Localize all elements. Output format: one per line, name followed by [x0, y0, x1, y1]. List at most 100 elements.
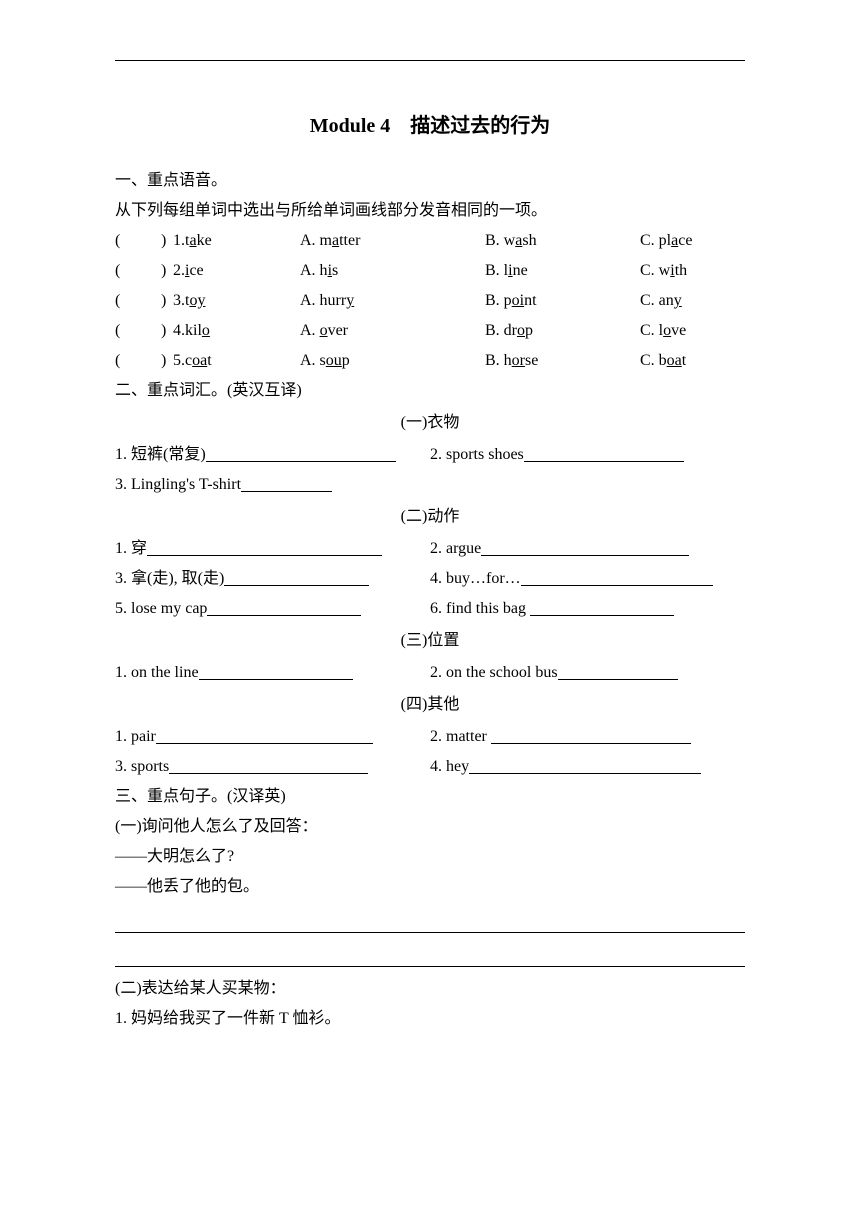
option-b: B. line: [485, 259, 640, 283]
vocab-label: 4. buy…for…: [430, 570, 521, 587]
question-row: ()1.takeA. matterB. washC. place: [115, 229, 745, 253]
s3p2-line1: 1. 妈妈给我买了一件新 T 恤衫。: [115, 1007, 745, 1031]
vocab-label: 1. 穿: [115, 540, 147, 557]
option-a: A. over: [300, 319, 485, 343]
option-a: A. his: [300, 259, 485, 283]
vocab-row: 1. 短裤(常复) 2. sports shoes: [115, 443, 745, 467]
vocab-row: 3. 拿(走), 取(走) 4. buy…for…: [115, 567, 745, 591]
section1-heading: 一、重点语音。: [115, 169, 745, 193]
vocab-label: 3. sports: [115, 758, 169, 775]
option-b: B. point: [485, 289, 640, 313]
page-title: Module 4 描述过去的行为: [115, 111, 745, 141]
blank-line[interactable]: [530, 600, 674, 616]
vocab-right: 2. sports shoes: [430, 443, 745, 467]
option-a: A. matter: [300, 229, 485, 253]
answer-paren[interactable]: () 3.: [115, 289, 185, 313]
blank-line[interactable]: [481, 540, 689, 556]
answer-paren[interactable]: ()1.: [115, 229, 185, 253]
s3p1-line1: ——大明怎么了?: [115, 845, 745, 869]
answer-paren[interactable]: () 4.: [115, 319, 185, 343]
vocab-left: 3. 拿(走), 取(走): [115, 567, 430, 591]
s3p1-line2: ——他丢了他的包。: [115, 875, 745, 899]
option-b: B. wash: [485, 229, 640, 253]
blank-line[interactable]: [207, 600, 361, 616]
blank-line[interactable]: [491, 728, 691, 744]
vocab-right: 4. hey: [430, 755, 745, 779]
blank-line[interactable]: [469, 758, 701, 774]
vocab-row: 5. lose my cap 6. find this bag: [115, 597, 745, 621]
section1-instruction: 从下列每组单词中选出与所给单词画线部分发音相同的一项。: [115, 199, 745, 223]
question-word: coat: [185, 349, 300, 373]
option-b: B. drop: [485, 319, 640, 343]
blank-line[interactable]: [169, 758, 368, 774]
vocab-row: 3. sports 4. hey: [115, 755, 745, 779]
vocab-label: 2. argue: [430, 540, 481, 557]
vocab-right: 2. on the school bus: [430, 661, 745, 685]
vocab-label: 3. Lingling's T-shirt: [115, 476, 241, 493]
vocab-right: [430, 473, 745, 497]
vocab-left: 5. lose my cap: [115, 597, 430, 621]
vocab-left: 1. 穿: [115, 537, 430, 561]
question-word: ice: [185, 259, 300, 283]
answer-line-2: [115, 943, 745, 967]
vocab-row: 1. 穿 2. argue: [115, 537, 745, 561]
question-row: () 4.kiloA. overB. dropC. love: [115, 319, 745, 343]
option-a: A. soup: [300, 349, 485, 373]
vocab-left: 3. Lingling's T-shirt: [115, 473, 430, 497]
vocab-label: 1. on the line: [115, 664, 199, 681]
vocab-left: 1. on the line: [115, 661, 430, 685]
vocab-right: 4. buy…for…: [430, 567, 745, 591]
blank-line[interactable]: [147, 540, 382, 556]
blank-line[interactable]: [199, 664, 353, 680]
option-c: C. place: [640, 229, 740, 253]
blank-line[interactable]: [521, 570, 713, 586]
option-a: A. hurry: [300, 289, 485, 313]
question-word: toy: [185, 289, 300, 313]
sub4-title: (四)其他: [115, 693, 745, 717]
section3-heading: 三、重点句子。(汉译英): [115, 785, 745, 809]
vocab-label: 4. hey: [430, 758, 469, 775]
blank-line[interactable]: [558, 664, 678, 680]
blank-line[interactable]: [241, 476, 332, 492]
option-c: C. with: [640, 259, 740, 283]
vocab-left: 3. sports: [115, 755, 430, 779]
vocab-label: 5. lose my cap: [115, 600, 207, 617]
answer-line-1: [115, 909, 745, 933]
vocab-left: 1. pair: [115, 725, 430, 749]
question-word: kilo: [185, 319, 300, 343]
vocab-label: 3. 拿(走), 取(走): [115, 570, 224, 587]
vocab-label: 6. find this bag: [430, 600, 530, 617]
question-row: () 2.iceA. hisB. lineC. with: [115, 259, 745, 283]
question-row: () 5.coatA. soupB. horseC. boat: [115, 349, 745, 373]
vocab-right: 2. matter: [430, 725, 745, 749]
option-c: C. boat: [640, 349, 740, 373]
answer-paren[interactable]: () 5.: [115, 349, 185, 373]
s3p2-title: (二)表达给某人买某物：: [115, 977, 745, 1001]
vocab-label: 2. sports shoes: [430, 446, 524, 463]
sub1-title: (一)衣物: [115, 411, 745, 435]
blank-line[interactable]: [524, 446, 684, 462]
answer-paren[interactable]: () 2.: [115, 259, 185, 283]
vocab-label: 1. pair: [115, 728, 156, 745]
option-b: B. horse: [485, 349, 640, 373]
vocab-right: 2. argue: [430, 537, 745, 561]
vocab-left: 1. 短裤(常复): [115, 443, 430, 467]
vocab-label: 2. matter: [430, 728, 491, 745]
s3p1-title: (一)询问他人怎么了及回答：: [115, 815, 745, 839]
vocab-label: 1. 短裤(常复): [115, 446, 206, 463]
vocab-row: 3. Lingling's T-shirt: [115, 473, 745, 497]
sub3-title: (三)位置: [115, 629, 745, 653]
sub2-title: (二)动作: [115, 505, 745, 529]
top-rule: [115, 60, 745, 61]
question-row: () 3.toyA. hurryB. pointC. any: [115, 289, 745, 313]
vocab-row: 1. pair 2. matter: [115, 725, 745, 749]
vocab-row: 1. on the line 2. on the school bus: [115, 661, 745, 685]
option-c: C. any: [640, 289, 740, 313]
blank-line[interactable]: [156, 728, 373, 744]
vocab-right: 6. find this bag: [430, 597, 745, 621]
blank-line[interactable]: [206, 446, 396, 462]
question-word: take: [185, 229, 300, 253]
option-c: C. love: [640, 319, 740, 343]
vocab-label: 2. on the school bus: [430, 664, 558, 681]
blank-line[interactable]: [224, 570, 369, 586]
